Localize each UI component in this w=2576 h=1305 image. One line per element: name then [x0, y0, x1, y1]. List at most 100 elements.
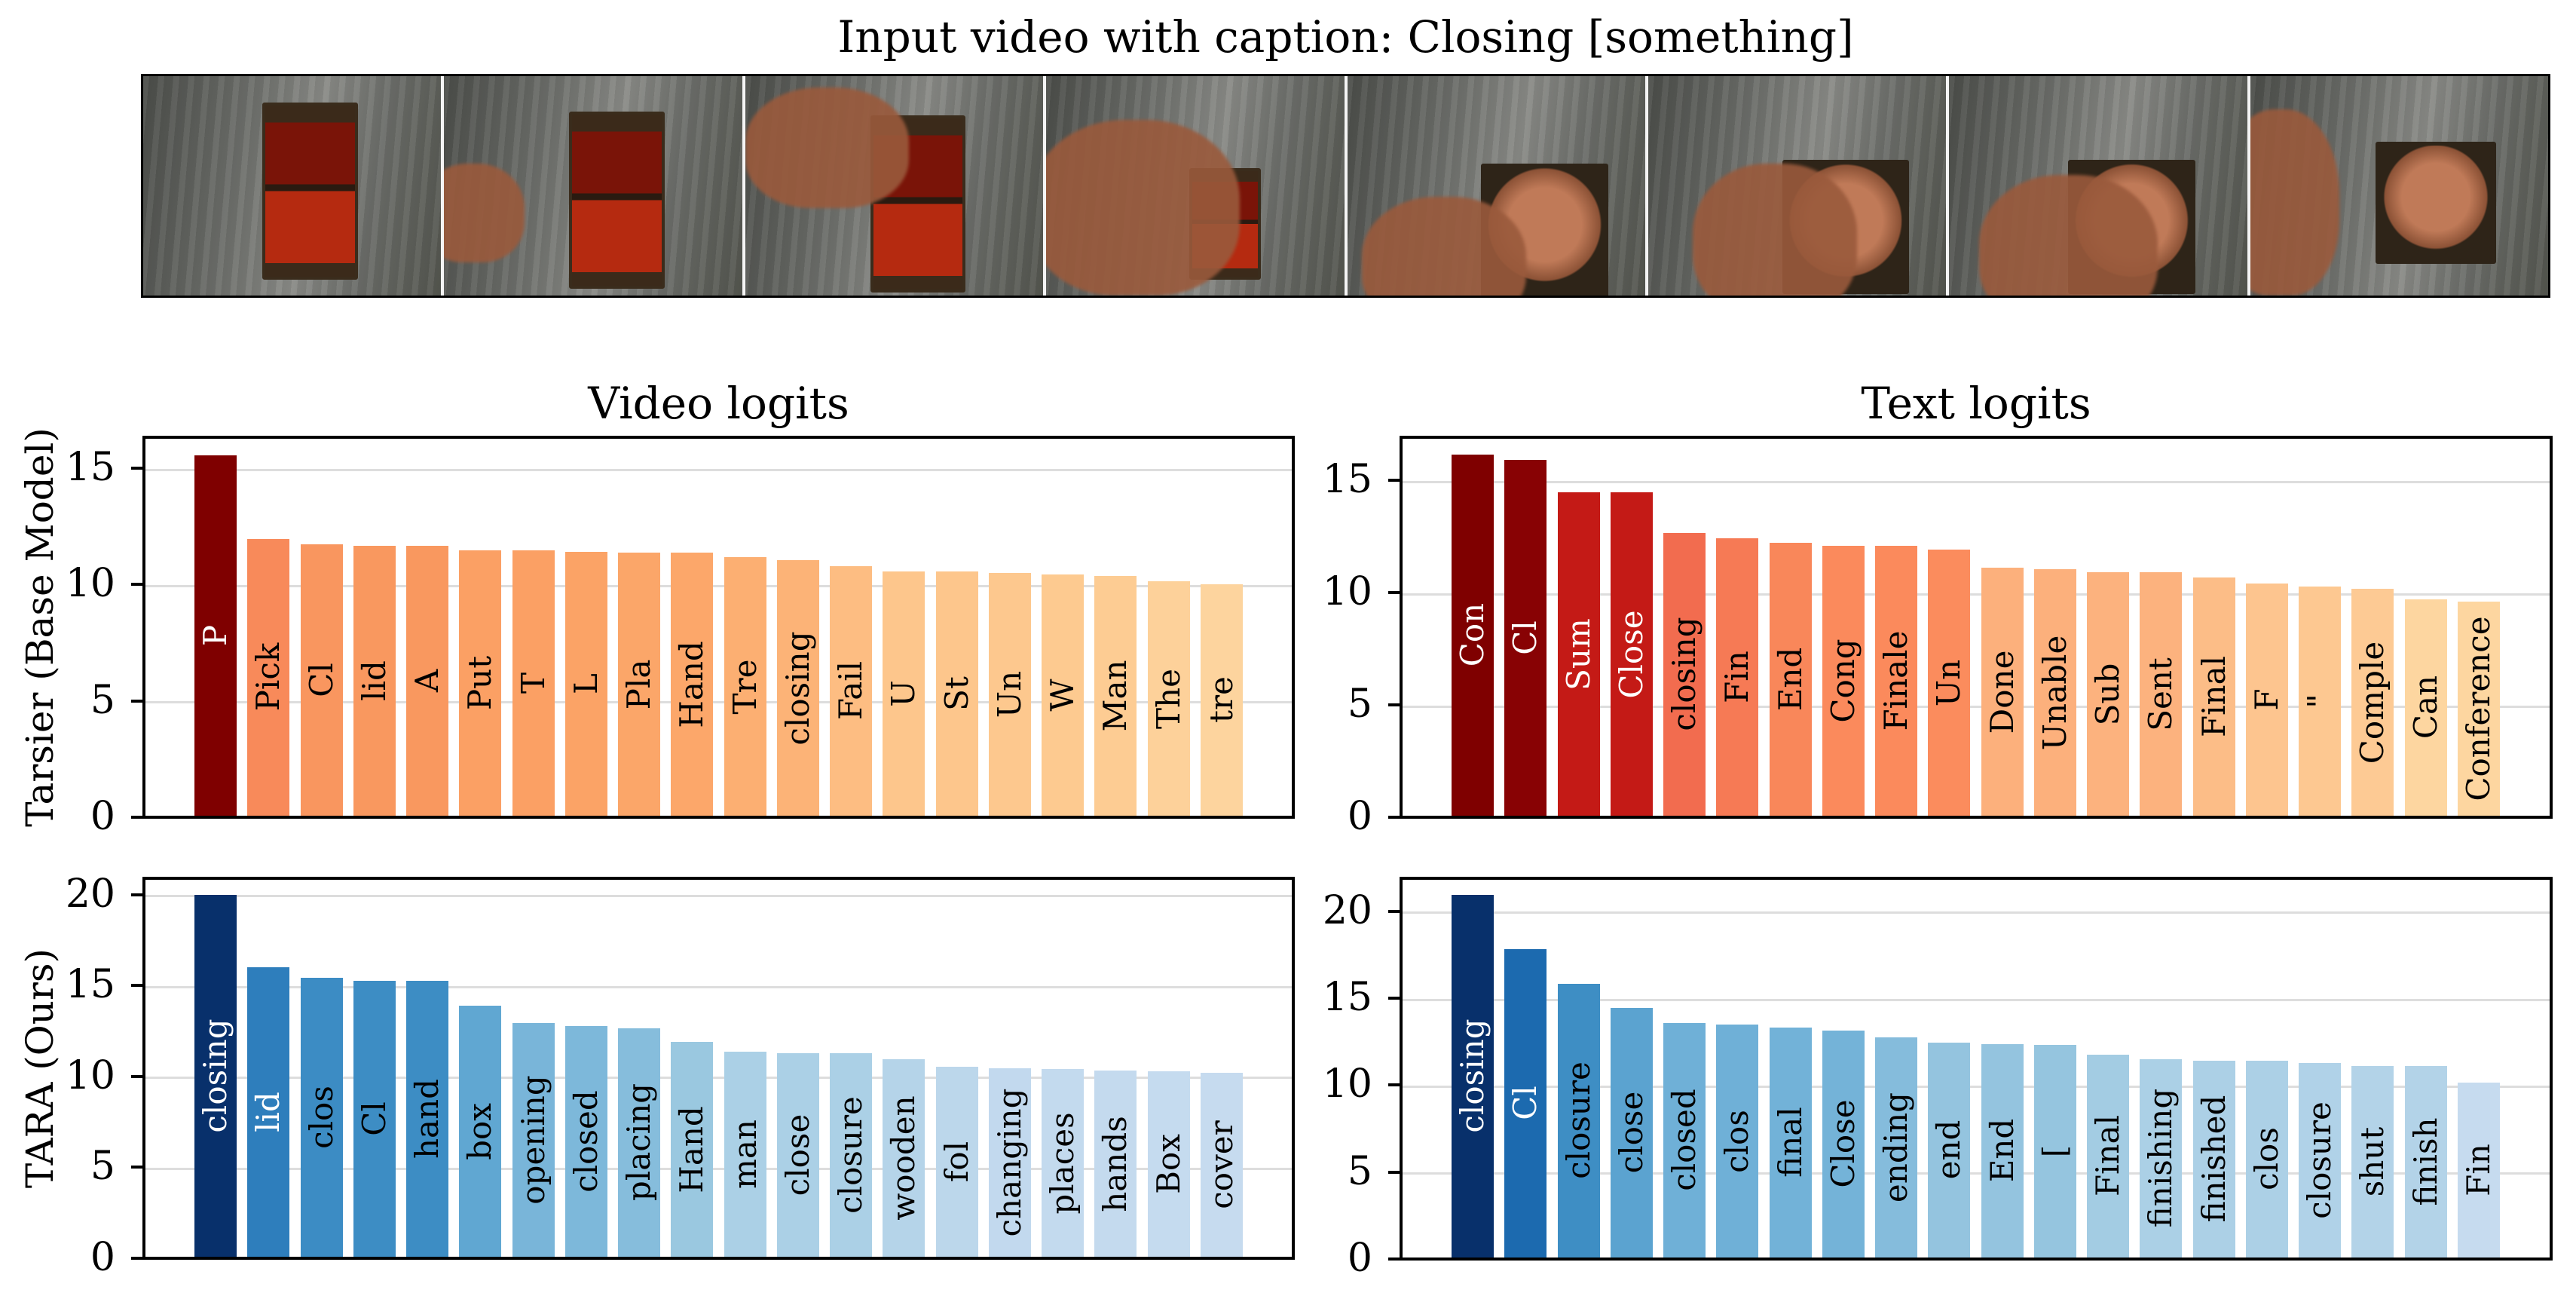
bar-label: Comple — [2354, 641, 2391, 764]
bar-label: " — [2301, 694, 2339, 709]
video-frame-1 — [143, 76, 442, 296]
bar-label: W — [1044, 679, 1081, 712]
y-tick — [1388, 1258, 1400, 1261]
gridline — [1403, 998, 2550, 1001]
hand — [1693, 164, 1857, 296]
hand — [444, 164, 525, 263]
bar-man: man — [724, 1052, 766, 1257]
y-tick-label: 0 — [1347, 1236, 1372, 1281]
video-frame-4 — [1043, 76, 1345, 296]
gridline — [1403, 593, 2550, 596]
bar-close: close — [1610, 1007, 1653, 1258]
bar-finish: finish — [2404, 1065, 2447, 1258]
y-tick — [131, 467, 143, 470]
bar-label: Fin — [1718, 651, 1756, 703]
bar-label: end — [1930, 1120, 1968, 1180]
bar-label: Close — [1824, 1099, 1862, 1189]
bar-label: fol — [938, 1141, 975, 1182]
bar-label: hands — [1097, 1115, 1134, 1212]
bar-St: St — [935, 571, 978, 816]
bar-Pla: Pla — [618, 553, 661, 816]
bar-label: clos — [2247, 1127, 2285, 1191]
gridline — [1403, 911, 2550, 914]
bar-Comple: Comple — [2351, 589, 2394, 816]
row-label-tarsier: Tarsier (Base Model) — [18, 427, 62, 827]
bar-closed: closed — [564, 1026, 607, 1257]
bar-label: close — [779, 1114, 816, 1196]
y-tick-label: 10 — [65, 561, 115, 607]
bar-Sent: Sent — [2140, 572, 2183, 816]
bar-label: U — [885, 680, 922, 707]
bar-The: The — [1147, 581, 1190, 816]
bar-label: closing — [1666, 617, 1703, 732]
bar-Close: Close — [1610, 492, 1653, 816]
bar-close: close — [776, 1053, 819, 1257]
closed-box — [2375, 142, 2496, 264]
bar-Cl: Cl — [300, 544, 343, 816]
bar-End: End — [1769, 543, 1812, 816]
bar-label: Final — [2089, 1115, 2127, 1197]
bar-label: Pick — [249, 643, 287, 712]
bar-label: Finale — [1877, 630, 1915, 731]
bar-closing: closing — [1663, 532, 1706, 816]
bar-label: shut — [2354, 1126, 2391, 1197]
bar-Sum: Sum — [1557, 492, 1600, 816]
bar-closure: closure — [1557, 983, 1600, 1258]
y-tick — [1388, 703, 1400, 707]
bar-Un: Un — [988, 573, 1031, 816]
bar-Finale: Finale — [1875, 545, 1918, 816]
y-tick-label: 20 — [65, 871, 115, 917]
y-tick — [131, 699, 143, 703]
text-logits-title: Text logits — [1861, 378, 2091, 429]
bar-ending: ending — [1875, 1037, 1918, 1258]
gridline — [145, 584, 1292, 587]
bar-changing: changing — [988, 1068, 1031, 1257]
y-tick-label: 15 — [1322, 457, 1372, 503]
bar-closing: closing — [776, 560, 819, 816]
bar-label: Box — [1149, 1134, 1187, 1195]
y-tick — [1388, 909, 1400, 913]
bar-Cl: Cl — [353, 980, 396, 1257]
bar-label: lid — [355, 660, 393, 701]
y-tick-label: 0 — [90, 794, 115, 839]
bar-label: Fail — [832, 661, 870, 721]
hand — [1978, 174, 2158, 296]
bar-Fin: Fin — [1716, 538, 1759, 816]
y-tick-label: 5 — [1347, 682, 1372, 728]
bar-closed: closed — [1663, 1022, 1706, 1258]
bar-label: End — [1983, 1119, 2021, 1183]
bar-label: St — [938, 676, 975, 711]
bar-label: Hand — [673, 1105, 711, 1193]
video-frame-6 — [1644, 76, 1947, 296]
bar-label: man — [726, 1120, 763, 1190]
bar-label: Con — [1454, 603, 1491, 667]
y-tick — [131, 1074, 143, 1078]
y-tick-label: 5 — [90, 1144, 115, 1190]
bar-T: T — [512, 550, 555, 816]
y-tick-label: 15 — [1322, 975, 1372, 1021]
tarsier-text-axes: Con Cl Sum Close closing Fin End Cong Finale Un Do… — [1400, 436, 2553, 819]
bar-End: End — [1981, 1043, 2024, 1258]
bar-label: Sent — [2142, 657, 2180, 731]
bar-clos: clos — [1716, 1025, 1759, 1258]
bar-label: Cong — [1824, 639, 1862, 723]
bar-clos: clos — [300, 977, 343, 1257]
bar-label: Put — [461, 655, 499, 711]
tara-text-axes: closing Cl closure close closed clos final Clos… — [1400, 877, 2553, 1261]
bar-label: Conference — [2459, 616, 2497, 801]
bar-wooden: wooden — [883, 1059, 925, 1257]
bar-Con: Con — [1452, 454, 1494, 816]
bar-opening: opening — [512, 1022, 555, 1257]
bar-lid: lid — [353, 545, 396, 816]
bar-label: closure — [1559, 1061, 1597, 1180]
bar-label: Unable — [2036, 635, 2073, 751]
bar-label: Cl — [1507, 1086, 1544, 1121]
bar-hands: hands — [1094, 1071, 1137, 1257]
bar-label: closing — [779, 630, 816, 746]
gridline — [1403, 1172, 2550, 1175]
bar-label: wooden — [885, 1095, 922, 1221]
bar-shut: shut — [2351, 1065, 2394, 1258]
gridline — [145, 985, 1292, 988]
bar-label: close — [1612, 1091, 1650, 1174]
bar-W: W — [1042, 574, 1085, 816]
